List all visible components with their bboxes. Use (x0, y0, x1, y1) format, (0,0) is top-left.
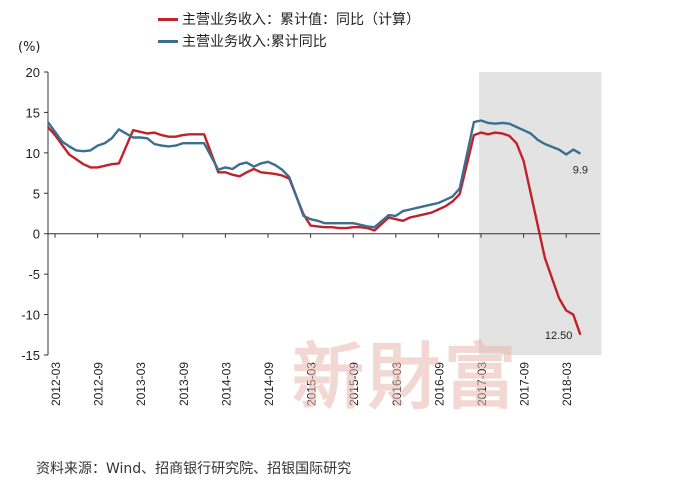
series-line-blue (46, 119, 582, 229)
x-tick-label: 2016-03 (390, 362, 404, 406)
x-tick-label: 2015-03 (305, 362, 319, 406)
y-tick-label: 15 (26, 105, 40, 120)
legend-item-blue: 主营业务收入:累计同比 (158, 30, 420, 52)
series-line-red (46, 126, 582, 336)
x-tick-label: 2016-09 (432, 362, 446, 406)
watermark: 新財富 (292, 334, 521, 419)
legend-swatch-red (158, 17, 178, 21)
y-tick-label: 0 (33, 227, 40, 242)
y-tick-label: 20 (26, 65, 40, 80)
legend-swatch-blue (158, 39, 178, 43)
x-tick-label: 2014-09 (262, 362, 276, 406)
x-tick-label: 2013-09 (177, 362, 191, 406)
end-label-blue: 9.9 (573, 165, 588, 177)
x-tick-label: 2014-03 (219, 362, 233, 406)
end-label-red: 12.50 (545, 330, 573, 342)
y-axis-unit-label: (%) (18, 40, 41, 55)
legend-label-red: 主营业务收入：累计值：同比（计算） (182, 12, 420, 28)
y-tick-label: -15 (21, 348, 40, 363)
legend: 主营业务收入：累计值：同比（计算） 主营业务收入:累计同比 (158, 8, 420, 52)
y-tick-label: 5 (33, 186, 40, 201)
y-tick-label: -10 (21, 308, 40, 323)
x-tick-label: 2017-09 (518, 362, 532, 406)
x-tick-label: 2012-03 (49, 362, 63, 406)
source-note: 资料来源：Wind、招商银行研究院、招银国际研究 (36, 461, 352, 477)
legend-item-red: 主营业务收入：累计值：同比（计算） (158, 8, 420, 30)
x-tick-label: 2013-03 (134, 362, 148, 406)
x-tick-label: 2017-03 (475, 362, 489, 406)
x-tick-label: 2012-09 (92, 362, 106, 406)
x-tick-label: 2015-09 (347, 362, 361, 406)
legend-label-blue: 主营业务收入:累计同比 (182, 34, 327, 50)
x-tick-label: 2018-03 (560, 362, 574, 406)
y-tick-label: -5 (28, 267, 40, 282)
shaded-region (479, 72, 602, 355)
y-tick-label: 10 (26, 146, 40, 161)
